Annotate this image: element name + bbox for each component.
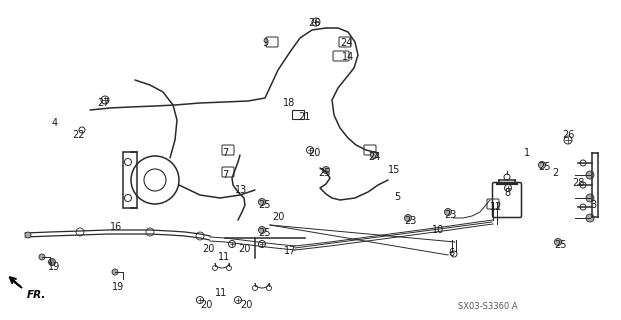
Text: 4: 4 (52, 118, 58, 128)
Text: 28: 28 (572, 178, 584, 188)
Circle shape (112, 269, 118, 275)
Text: 2: 2 (552, 168, 558, 178)
Text: 25: 25 (258, 200, 271, 210)
Text: 10: 10 (432, 225, 444, 235)
Text: 15: 15 (388, 165, 401, 175)
Text: 20: 20 (272, 212, 284, 222)
Circle shape (555, 238, 561, 245)
Circle shape (586, 214, 594, 222)
Text: 26: 26 (308, 18, 320, 28)
Text: 3: 3 (590, 200, 596, 210)
Text: 12: 12 (490, 202, 502, 212)
Circle shape (25, 232, 31, 238)
Text: 19: 19 (112, 282, 124, 292)
Text: 8: 8 (504, 188, 510, 198)
Text: 20: 20 (200, 300, 212, 310)
Circle shape (586, 171, 594, 179)
Text: 25: 25 (538, 162, 550, 172)
Text: SX03-S3360 A: SX03-S3360 A (458, 302, 518, 311)
Text: 24: 24 (340, 38, 352, 48)
Text: 13: 13 (235, 185, 247, 195)
Text: 16: 16 (110, 222, 122, 232)
Polygon shape (10, 278, 22, 288)
Text: 6: 6 (448, 248, 454, 258)
Text: 23: 23 (404, 216, 416, 226)
Circle shape (258, 198, 266, 205)
Text: 20: 20 (238, 244, 250, 254)
Circle shape (538, 162, 545, 169)
Text: 20: 20 (240, 300, 252, 310)
Text: 19: 19 (48, 262, 60, 272)
Circle shape (371, 151, 378, 158)
Text: 26: 26 (562, 130, 574, 140)
Text: 25: 25 (554, 240, 566, 250)
Text: 22: 22 (72, 130, 84, 140)
Text: 11: 11 (215, 288, 227, 298)
Text: 5: 5 (394, 192, 401, 202)
Text: 24: 24 (368, 152, 381, 162)
Text: 9: 9 (262, 38, 268, 48)
Circle shape (258, 227, 266, 234)
Text: 27: 27 (97, 98, 109, 108)
Text: 11: 11 (218, 252, 230, 262)
Text: 14: 14 (342, 52, 354, 62)
Text: 25: 25 (318, 168, 330, 178)
Circle shape (586, 194, 594, 202)
Text: 20: 20 (308, 148, 320, 158)
Circle shape (48, 259, 55, 266)
Text: 7: 7 (222, 170, 229, 180)
Circle shape (404, 214, 412, 221)
Circle shape (322, 166, 330, 173)
Text: 7: 7 (222, 148, 229, 158)
Circle shape (445, 209, 451, 215)
Text: 18: 18 (283, 98, 295, 108)
Text: 21: 21 (298, 112, 310, 122)
Text: FR.: FR. (27, 290, 47, 300)
Text: 23: 23 (444, 210, 456, 220)
Circle shape (39, 254, 45, 260)
Text: 20: 20 (202, 244, 214, 254)
Text: 17: 17 (284, 246, 296, 256)
Text: 25: 25 (258, 228, 271, 238)
Text: 1: 1 (524, 148, 530, 158)
